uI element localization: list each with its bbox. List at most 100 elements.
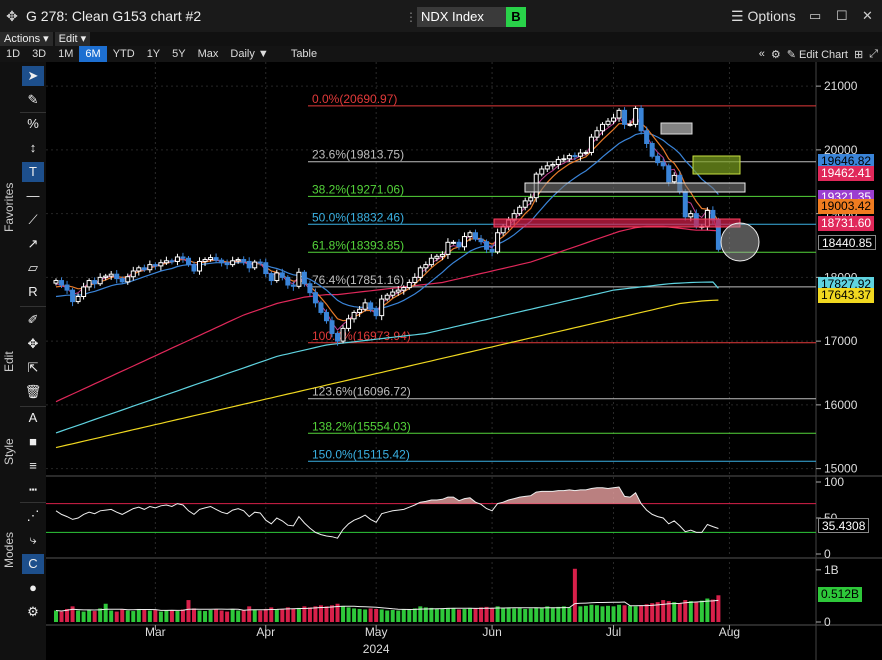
pencil-tool-icon[interactable]: ✎ — [27, 92, 39, 107]
expand-icon[interactable]: ⤢ — [869, 47, 878, 60]
candle-body — [373, 308, 379, 317]
fib-tool-icon[interactable]: R — [28, 284, 38, 299]
title-bar: ✥ G 278: Clean G153 chart #2 ⋮⋮ NDX Inde… — [0, 0, 882, 32]
chart-toolbar: 1D 3D 1M 6M YTD 1Y 5Y Max Daily ▼ Table … — [0, 46, 882, 62]
magnet-icon[interactable]: ⋰ — [26, 508, 40, 523]
range-1m[interactable]: 1M — [58, 48, 74, 60]
range-6m[interactable]: 6M — [79, 46, 107, 62]
drawing-sidebar: Favorites Edit Style Modes ➤ ✎ % ↕ T — ⟋… — [0, 62, 46, 660]
trendline-tool-icon[interactable]: ⟋ — [28, 212, 38, 227]
chart-settings-icon[interactable]: ⊞ — [853, 48, 864, 61]
ray-tool-icon[interactable]: ↗ — [27, 236, 39, 251]
candle-body — [627, 123, 633, 126]
move-icon[interactable]: ✥ — [6, 7, 18, 24]
options-button[interactable]: ☰ Options — [731, 8, 796, 24]
fib-level-label: 76.4%(17851.16) — [312, 273, 404, 287]
candle-body — [191, 264, 197, 272]
volume-bar — [368, 608, 373, 622]
candle-body — [450, 241, 456, 244]
candle-body — [489, 248, 495, 253]
volume-bar — [556, 606, 561, 622]
range-5y[interactable]: 5Y — [172, 48, 186, 60]
select-tool-icon[interactable]: ⇱ — [27, 360, 39, 375]
annotation-box — [524, 182, 746, 193]
candle-body — [561, 158, 567, 161]
gear-icon[interactable]: ⚙ — [27, 604, 39, 619]
range-3d[interactable]: 3D — [32, 48, 47, 60]
candle-body — [439, 253, 445, 257]
font-icon[interactable]: A — [28, 410, 38, 425]
b-button[interactable]: B — [506, 7, 526, 27]
volume-bar — [313, 606, 318, 622]
volume-bar — [683, 600, 688, 622]
candle-body — [323, 311, 329, 322]
collapse-icon[interactable]: « — [758, 48, 765, 60]
color-mode-icon[interactable]: ● — [29, 580, 37, 595]
cursor-tool-icon[interactable]: ➤ — [22, 66, 44, 86]
ticker-input[interactable]: NDX Index — [417, 7, 509, 27]
channel-tool-icon[interactable]: ▱ — [28, 260, 38, 275]
edit-chart-button[interactable]: ✎ Edit Chart — [786, 48, 848, 61]
range-ytd[interactable]: YTD — [112, 48, 135, 60]
text-tool-icon[interactable]: T — [22, 162, 44, 182]
candle-body — [550, 164, 556, 167]
volume-bar — [164, 610, 169, 622]
fill-color-icon[interactable]: ■ — [29, 434, 37, 449]
settings-icon[interactable]: ⚙ — [770, 48, 781, 61]
price-tool-icon[interactable]: ↕ — [29, 140, 37, 155]
range-1y[interactable]: 1Y — [146, 48, 161, 60]
snap-icon[interactable]: ⤷ — [29, 532, 37, 547]
candle-body — [406, 281, 412, 289]
volume-bar — [396, 610, 401, 622]
fib-level-label: 0.0%(20690.97) — [312, 92, 397, 106]
volume-bar — [363, 609, 368, 622]
candle-body — [362, 302, 368, 310]
volume-bar — [578, 606, 583, 622]
edit-menu[interactable]: Edit ▾ — [54, 32, 91, 46]
volume-bar — [54, 610, 58, 622]
price-tick-label: 16000 — [824, 398, 858, 412]
maximize-button[interactable]: ☐ — [836, 8, 848, 23]
candle-body — [180, 256, 186, 259]
price-chart[interactable]: 210002000019000180001700016000150000.0%(… — [46, 62, 882, 660]
candle-body — [75, 296, 81, 303]
volume-bar — [479, 607, 484, 622]
candle-body — [141, 267, 147, 271]
volume-bar — [633, 606, 638, 622]
draw-tool-icon[interactable]: ✐ — [27, 312, 39, 327]
volume-bar — [423, 607, 428, 622]
volume-bar — [506, 607, 511, 622]
candle-body — [125, 276, 131, 283]
actions-menu[interactable]: Actions ▾ — [0, 32, 53, 46]
table-button[interactable]: Table — [290, 48, 318, 60]
candle-body — [566, 155, 572, 160]
volume-bar — [285, 607, 290, 622]
minimize-button[interactable]: ▭ — [809, 8, 822, 23]
percent-tool-icon[interactable]: % — [27, 116, 39, 131]
volume-bar — [59, 611, 64, 622]
candle-body — [368, 302, 374, 310]
hline-tool-icon[interactable]: — — [26, 188, 40, 203]
volume-bar — [567, 607, 572, 622]
crosshair-mode-icon[interactable]: C — [22, 554, 44, 574]
candle-body — [97, 276, 103, 285]
volume-bar — [214, 609, 219, 622]
volume-bar — [434, 608, 439, 622]
candle-body — [599, 123, 605, 132]
candle-body — [611, 117, 617, 122]
candle-body — [130, 270, 136, 278]
line-style-icon[interactable]: ┅ — [29, 482, 37, 497]
close-button[interactable]: ✕ — [862, 8, 873, 23]
range-max[interactable]: Max — [197, 48, 219, 60]
candle-body — [357, 308, 363, 313]
volume-bar — [451, 608, 456, 622]
candle-body — [484, 241, 490, 250]
candle-body — [268, 273, 274, 282]
delete-icon[interactable]: 🗑 — [24, 384, 42, 399]
chart-background — [46, 62, 882, 660]
range-1d[interactable]: 1D — [6, 48, 21, 60]
candle-body — [312, 292, 318, 304]
move-tool-icon[interactable]: ✥ — [27, 336, 39, 351]
line-weight-icon[interactable]: ≡ — [29, 458, 37, 473]
interval-select[interactable]: Daily ▼ — [230, 48, 269, 60]
